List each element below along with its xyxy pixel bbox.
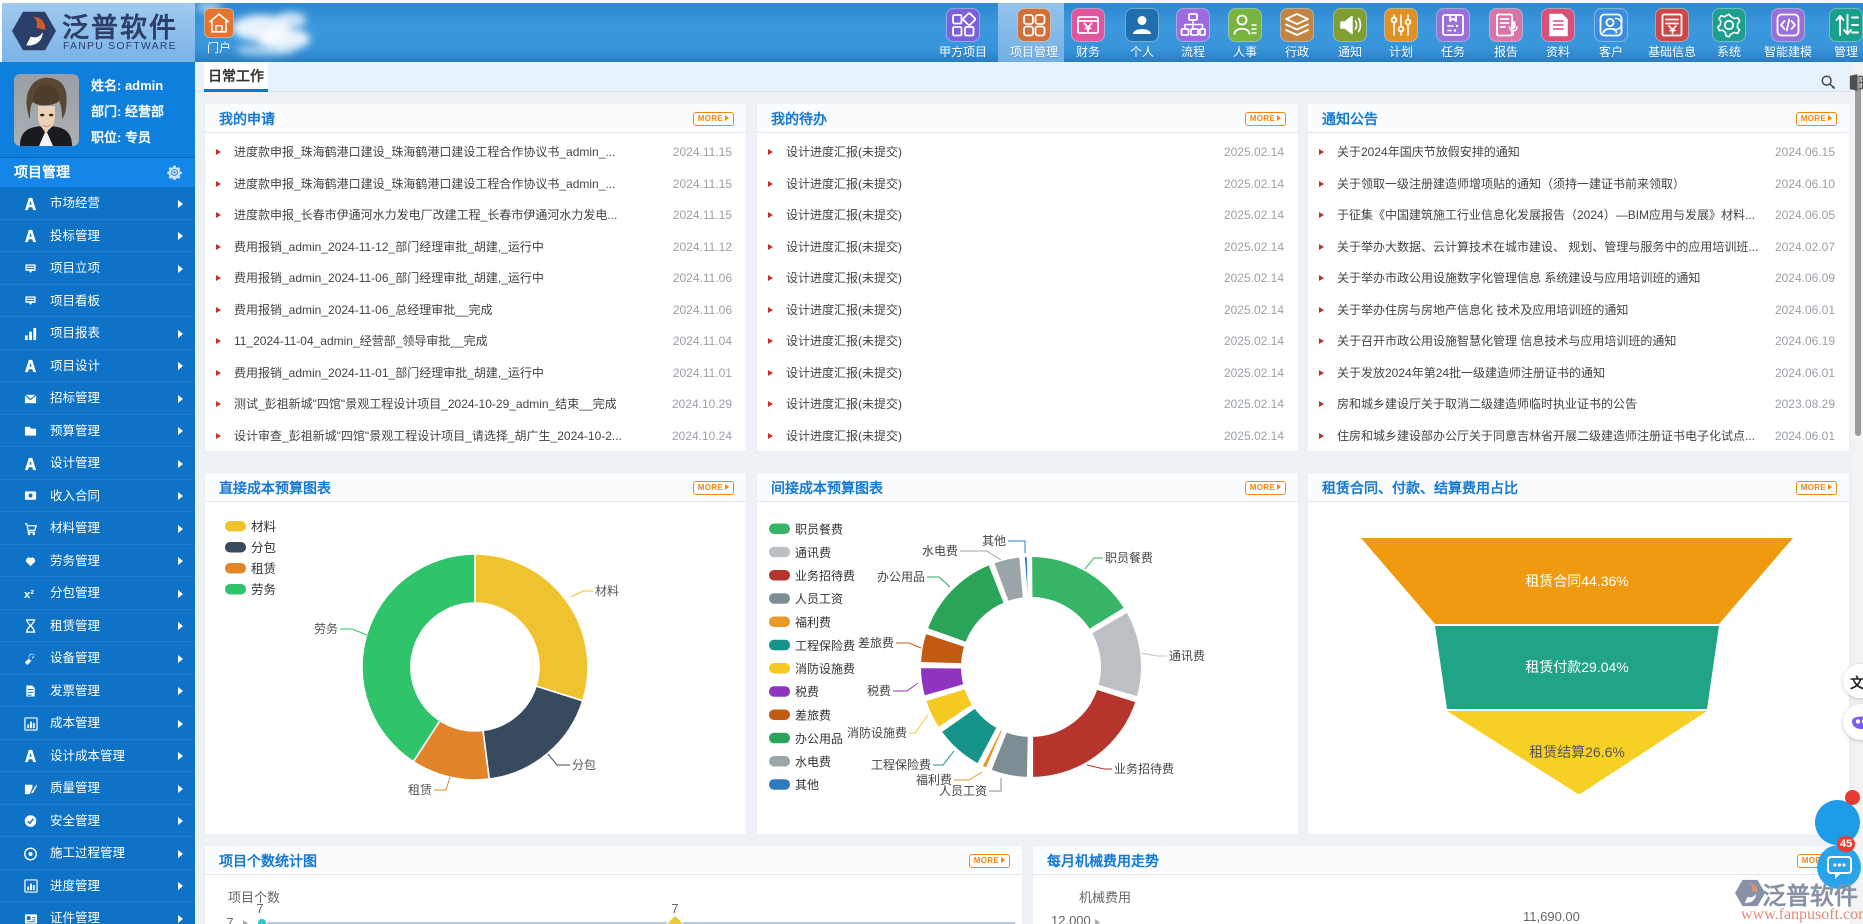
svg-text:职员餐费: 职员餐费 — [795, 522, 843, 537]
svg-text:办公用品: 办公用品 — [795, 731, 843, 746]
svg-text:福利费: 福利费 — [795, 615, 831, 630]
svg-text:项目个数: 项目个数 — [228, 890, 280, 905]
svg-text:水电费: 水电费 — [922, 544, 958, 558]
svg-text:7: 7 — [671, 901, 678, 916]
svg-text:劳务: 劳务 — [251, 582, 276, 597]
svg-text:通讯费: 通讯费 — [795, 546, 831, 560]
svg-text:人员工资: 人员工资 — [939, 784, 987, 798]
svg-text:租赁付款29.04%: 租赁付款29.04% — [1525, 659, 1628, 675]
svg-text:劳务: 劳务 — [314, 621, 338, 636]
svg-text:办公用品: 办公用品 — [877, 569, 925, 584]
svg-text:其他: 其他 — [982, 534, 1006, 548]
svg-text:机械费用: 机械费用 — [1079, 890, 1131, 905]
svg-text:税费: 税费 — [867, 684, 891, 698]
svg-text:分包: 分包 — [251, 541, 276, 555]
svg-text:差旅费: 差旅费 — [858, 636, 894, 650]
svg-text:差旅费: 差旅费 — [795, 709, 831, 723]
svg-text:12,000: 12,000 — [1051, 913, 1091, 924]
svg-text:7: 7 — [226, 915, 233, 924]
svg-text:人员工资: 人员工资 — [795, 592, 843, 606]
svg-text:业务招待费: 业务招待费 — [1114, 761, 1174, 776]
svg-text:工程保险费: 工程保险费 — [871, 757, 931, 772]
svg-text:租赁结算26.6%: 租赁结算26.6% — [1529, 744, 1625, 760]
svg-text:水电费: 水电费 — [795, 755, 831, 769]
svg-text:消防设施费: 消防设施费 — [795, 661, 855, 676]
svg-text:租赁: 租赁 — [408, 783, 432, 797]
svg-text:11,690.00: 11,690.00 — [1523, 909, 1580, 924]
svg-text:7: 7 — [256, 901, 263, 916]
svg-text:租赁合同44.36%: 租赁合同44.36% — [1525, 573, 1628, 589]
svg-text:分包: 分包 — [572, 758, 596, 772]
svg-text:福利费: 福利费 — [916, 772, 952, 787]
svg-text:消防设施费: 消防设施费 — [847, 725, 907, 740]
svg-text:x²: x² — [24, 589, 34, 601]
svg-text:工程保险费: 工程保险费 — [795, 638, 855, 653]
svg-text:材料: 材料 — [595, 584, 619, 598]
svg-text:其他: 其他 — [795, 778, 819, 792]
svg-text:租赁: 租赁 — [251, 562, 276, 576]
svg-text:税费: 税费 — [795, 685, 819, 699]
svg-text:材料: 材料 — [251, 520, 277, 534]
svg-text:通讯费: 通讯费 — [1169, 649, 1205, 663]
svg-text:业务招待费: 业务招待费 — [795, 568, 855, 583]
svg-text:职员餐费: 职员餐费 — [1105, 550, 1153, 565]
